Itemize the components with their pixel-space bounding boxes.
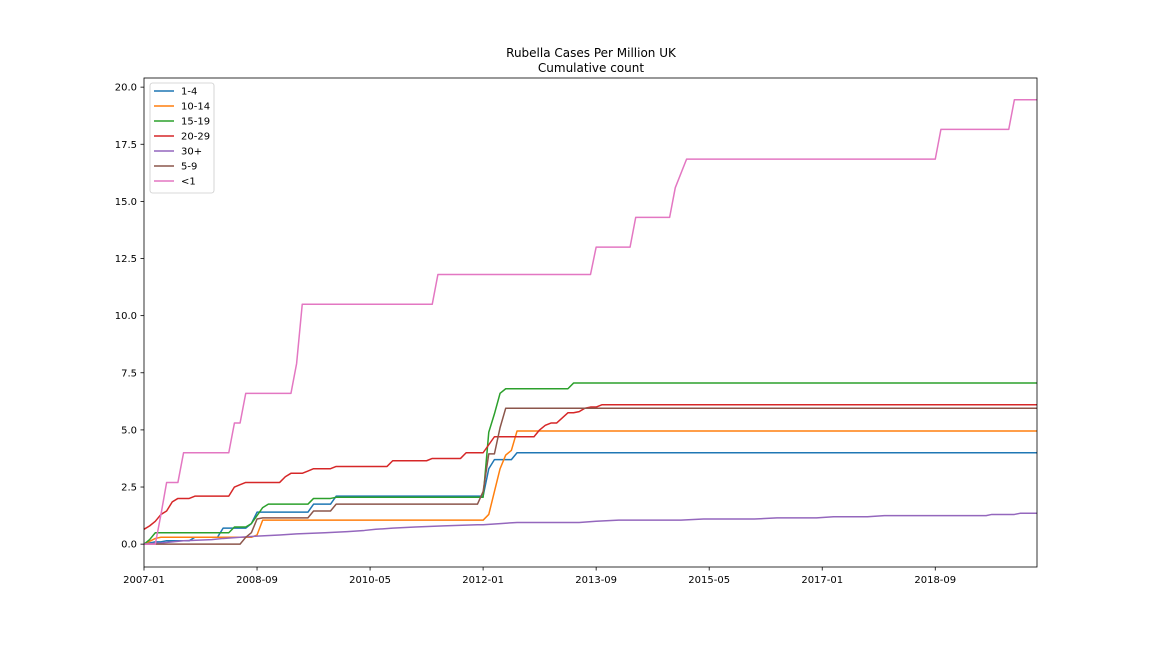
x-tick-label: 2017-01 bbox=[801, 575, 843, 586]
y-tick-label: 5.0 bbox=[121, 425, 137, 436]
chart-title: Rubella Cases Per Million UK bbox=[506, 46, 677, 60]
series-line-2 bbox=[143, 382, 1037, 545]
y-tick-label: 17.5 bbox=[115, 140, 137, 151]
y-tick-label: 12.5 bbox=[115, 254, 137, 265]
legend-label: <1 bbox=[181, 177, 196, 188]
x-tick-label: 2018-09 bbox=[914, 575, 956, 586]
legend: 1-4 10-14 15-19 20-29 30+ 5-9 <1 bbox=[149, 82, 215, 194]
x-tick-label: 2008-09 bbox=[236, 575, 278, 586]
legend-label: 1-4 bbox=[181, 87, 197, 98]
y-axis: 0.0 2.5 5.0 7.5 10.0 12.5 15.0 17.5 20.0 bbox=[115, 83, 144, 551]
series-line-0 bbox=[143, 452, 1037, 545]
series-line-4 bbox=[143, 512, 1037, 545]
legend-label: 5-9 bbox=[181, 162, 197, 173]
legend-label: 20-29 bbox=[181, 132, 210, 143]
legend-label: 15-19 bbox=[181, 117, 210, 128]
legend-label: 10-14 bbox=[181, 102, 210, 113]
series-line-3 bbox=[143, 404, 1037, 530]
y-tick-label: 7.5 bbox=[121, 368, 137, 379]
x-tick-label: 2015-05 bbox=[688, 575, 730, 586]
series-layer bbox=[143, 98, 1037, 545]
chart-subtitle: Cumulative count bbox=[538, 61, 644, 75]
x-tick-label: 2010-05 bbox=[349, 575, 391, 586]
legend-label: 30+ bbox=[181, 147, 202, 158]
y-tick-label: 15.0 bbox=[115, 197, 137, 208]
series-line-5 bbox=[144, 407, 1037, 545]
x-axis: 2007-01 2008-09 2010-05 2012-01 2013-09 2015-… bbox=[123, 567, 956, 586]
y-tick-label: 0.0 bbox=[121, 540, 137, 551]
x-tick-label: 2007-01 bbox=[123, 575, 165, 586]
y-tick-label: 2.5 bbox=[121, 483, 137, 494]
series-line-6 bbox=[144, 98, 1037, 545]
plot-area-frame bbox=[143, 77, 1038, 568]
y-tick-label: 20.0 bbox=[115, 83, 137, 94]
x-tick-label: 2012-01 bbox=[462, 575, 504, 586]
x-tick-label: 2013-09 bbox=[575, 575, 617, 586]
series-line-1 bbox=[143, 430, 1037, 545]
y-tick-label: 10.0 bbox=[115, 311, 137, 322]
